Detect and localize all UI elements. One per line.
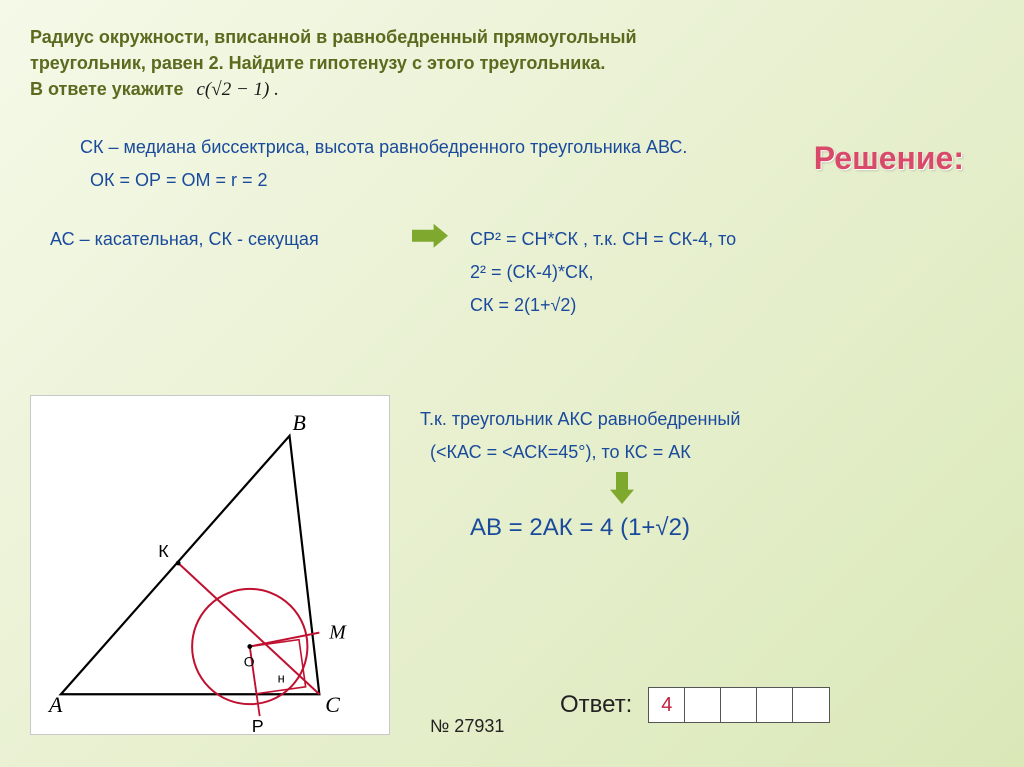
answer-cell-2 — [721, 688, 757, 722]
answer-boxes: 4 — [648, 687, 830, 723]
label-p: Р — [252, 716, 264, 734]
center-point — [247, 644, 252, 649]
geometry-figure: A B C К M Р О н — [30, 395, 390, 735]
label-m: M — [328, 622, 347, 644]
label-b: B — [293, 411, 306, 435]
akc-2: (<КАС = <АСК=45°), то КС = АК — [430, 439, 980, 466]
arrow-right-icon — [412, 224, 448, 248]
label-k: К — [158, 541, 169, 561]
point-k-dot — [176, 561, 181, 566]
tangent-secant-row: АС – касательная, СК - секущая СР² = СН*… — [30, 220, 994, 325]
label-o: О — [244, 653, 255, 669]
deriv-3: СК = 2(1+√2) — [470, 292, 994, 319]
solution-header: Решение: — [814, 140, 964, 177]
final-result: АВ = 2АК = 4 (1+√2) — [470, 510, 980, 546]
deriv-1: СР² = СН*СК , т.к. СН = СК-4, то — [470, 226, 994, 253]
akc-1: Т.к. треугольник АКС равнобедренный — [420, 406, 980, 433]
label-a: A — [47, 693, 63, 717]
problem-line-3: В ответе укажите — [30, 79, 183, 99]
right-column: Т.к. треугольник АКС равнобедренный (<КА… — [420, 400, 980, 552]
answer-cell-3 — [757, 688, 793, 722]
task-number: № 27931 — [430, 716, 504, 737]
right-angle-square — [250, 640, 306, 694]
answer-row: Ответ: 4 — [560, 687, 830, 723]
answer-cell-1 — [685, 688, 721, 722]
answer-cell-4 — [793, 688, 829, 722]
deriv-2: 2² = (СК-4)*СК, — [470, 259, 994, 286]
problem-line-1: Радиус окружности, вписанной в равнобедр… — [30, 27, 637, 47]
answer-cell-0: 4 — [649, 688, 685, 722]
figure-svg: A B C К M Р О н — [31, 396, 389, 734]
triangle — [61, 436, 319, 694]
problem-expression: c(√2 − 1) . — [197, 76, 279, 104]
answer-label: Ответ: — [560, 691, 632, 719]
tangent-derivation: СР² = СН*СК , т.к. СН = СК-4, то 2² = (С… — [470, 220, 994, 325]
problem-statement: Радиус окружности, вписанной в равнобедр… — [30, 24, 994, 104]
problem-line-2: треугольник, равен 2. Найдите гипотенузу… — [30, 53, 605, 73]
arrow-down-icon — [610, 472, 634, 504]
tangent-left: АС – касательная, СК - секущая — [50, 226, 390, 253]
label-h: н — [278, 670, 285, 685]
label-c: C — [325, 693, 340, 717]
